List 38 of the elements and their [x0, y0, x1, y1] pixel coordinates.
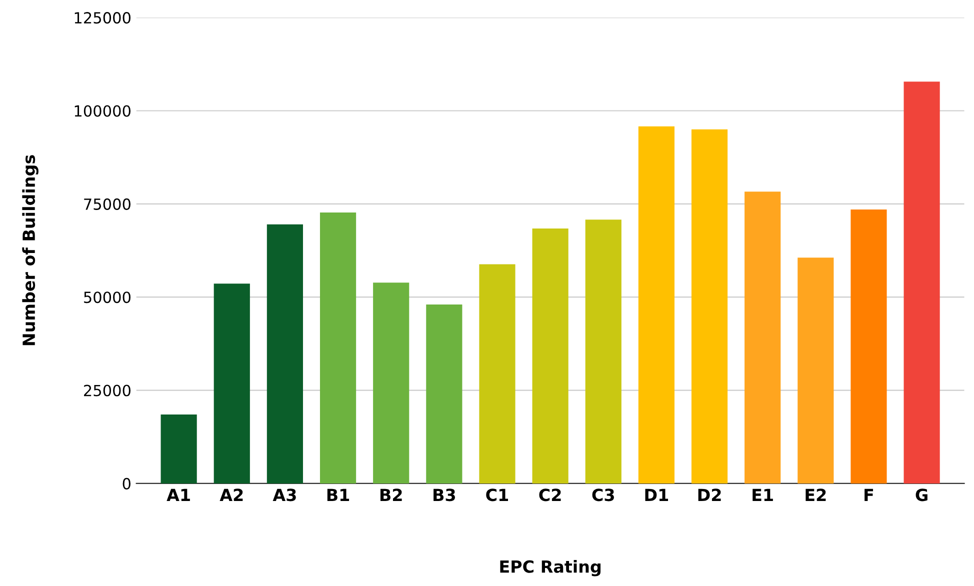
x-axis-title: EPC Rating [500, 560, 601, 576]
bar [373, 282, 410, 484]
y-tick-label: 75000 [84, 198, 130, 210]
x-tick-label: B3 [434, 488, 455, 502]
x-tick-label: A2 [220, 488, 243, 501]
x-tick-label: F [864, 488, 874, 501]
x-tick-label: C3 [592, 488, 614, 502]
x-tick-label: A3 [272, 488, 296, 502]
bar [320, 212, 356, 484]
x-tick-label: D2 [698, 488, 721, 501]
bar [744, 192, 781, 484]
x-tick-label: C2 [539, 488, 561, 502]
x-tick-label: C1 [486, 488, 508, 502]
bar [585, 220, 622, 484]
x-tick-label: G [916, 488, 928, 502]
y-tick-label: 50000 [84, 292, 130, 304]
y-tick-label: 25000 [84, 384, 130, 396]
bar [160, 414, 197, 484]
x-tick-label: B2 [380, 488, 402, 501]
bar [479, 264, 516, 484]
bar [426, 304, 462, 484]
x-tick-label: E2 [806, 488, 826, 501]
y-tick-label: 0 [122, 478, 130, 490]
bar [850, 210, 887, 484]
x-tick-label: B1 [327, 488, 350, 501]
bar [691, 129, 728, 484]
x-tick-label: E1 [752, 488, 773, 501]
y-axis-title: Number of Buildings [22, 155, 38, 346]
bar [266, 224, 303, 484]
bar [214, 284, 250, 484]
bar [904, 82, 940, 484]
bar [798, 258, 834, 484]
bar [532, 228, 568, 484]
bar [638, 126, 674, 484]
x-tick-label: D1 [645, 488, 668, 501]
x-tick-label: A1 [166, 488, 190, 501]
y-tick-label: 100000 [74, 105, 130, 117]
y-tick-label: 125000 [74, 12, 130, 24]
